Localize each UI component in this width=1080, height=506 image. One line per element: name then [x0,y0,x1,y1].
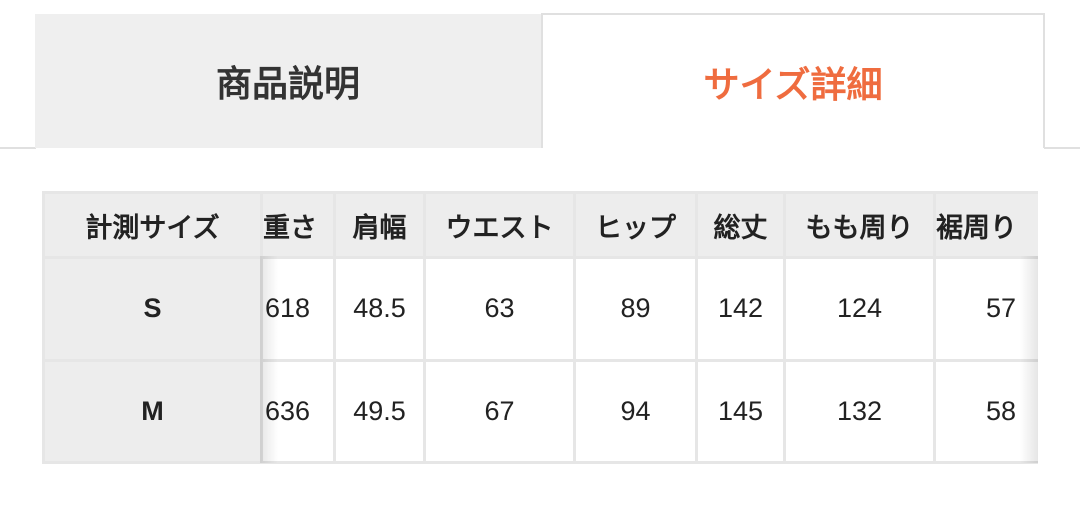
cell-hem: 57 [933,256,1038,362]
cell-waist: 63 [423,256,576,362]
cell-weight: 618 [260,256,336,362]
header-shoulder-width: 肩幅 [333,191,426,259]
header-hip: ヒップ [573,191,698,259]
header-measure-size: 計測サイズ [42,191,263,259]
header-total-length: 総丈 [695,191,786,259]
cell-hip: 89 [573,256,698,362]
tab-size-details[interactable]: サイズ詳細 [541,13,1045,148]
cell-hem: 58 [933,358,1038,464]
header-waist: ウエスト [423,191,576,259]
size-label: M [42,358,263,464]
tab-baseline [0,147,36,149]
table-row: M 636 49.5 67 94 145 132 58 [42,358,1038,464]
cell-total-length: 145 [695,358,786,464]
cell-waist: 67 [423,358,576,464]
table-row: S 618 48.5 63 89 142 124 57 [42,256,1038,362]
size-table-scroll[interactable]: 計測サイズ 重さ 肩幅 ウエスト ヒップ 総丈 もも周り 裾周り S 618 4… [42,191,1038,464]
header-hem: 裾周り [933,191,1038,259]
table-header-row: 計測サイズ 重さ 肩幅 ウエスト ヒップ 総丈 もも周り 裾周り [42,191,1038,259]
tab-label: 商品説明 [215,63,360,104]
cell-thigh: 124 [783,256,936,362]
header-thigh: もも周り [783,191,936,259]
cell-shoulder-width: 48.5 [333,256,426,362]
tab-label: サイズ詳細 [703,63,883,105]
cell-weight: 636 [260,358,336,464]
header-weight: 重さ [260,191,336,259]
size-label: S [42,256,263,362]
tab-baseline [1044,147,1080,149]
cell-total-length: 142 [695,256,786,362]
cell-hip: 94 [573,358,698,464]
tab-product-description[interactable]: 商品説明 [35,14,541,148]
cell-shoulder-width: 49.5 [333,358,426,464]
size-table: 計測サイズ 重さ 肩幅 ウエスト ヒップ 総丈 もも周り 裾周り S 618 4… [42,191,1038,464]
cell-thigh: 132 [783,358,936,464]
